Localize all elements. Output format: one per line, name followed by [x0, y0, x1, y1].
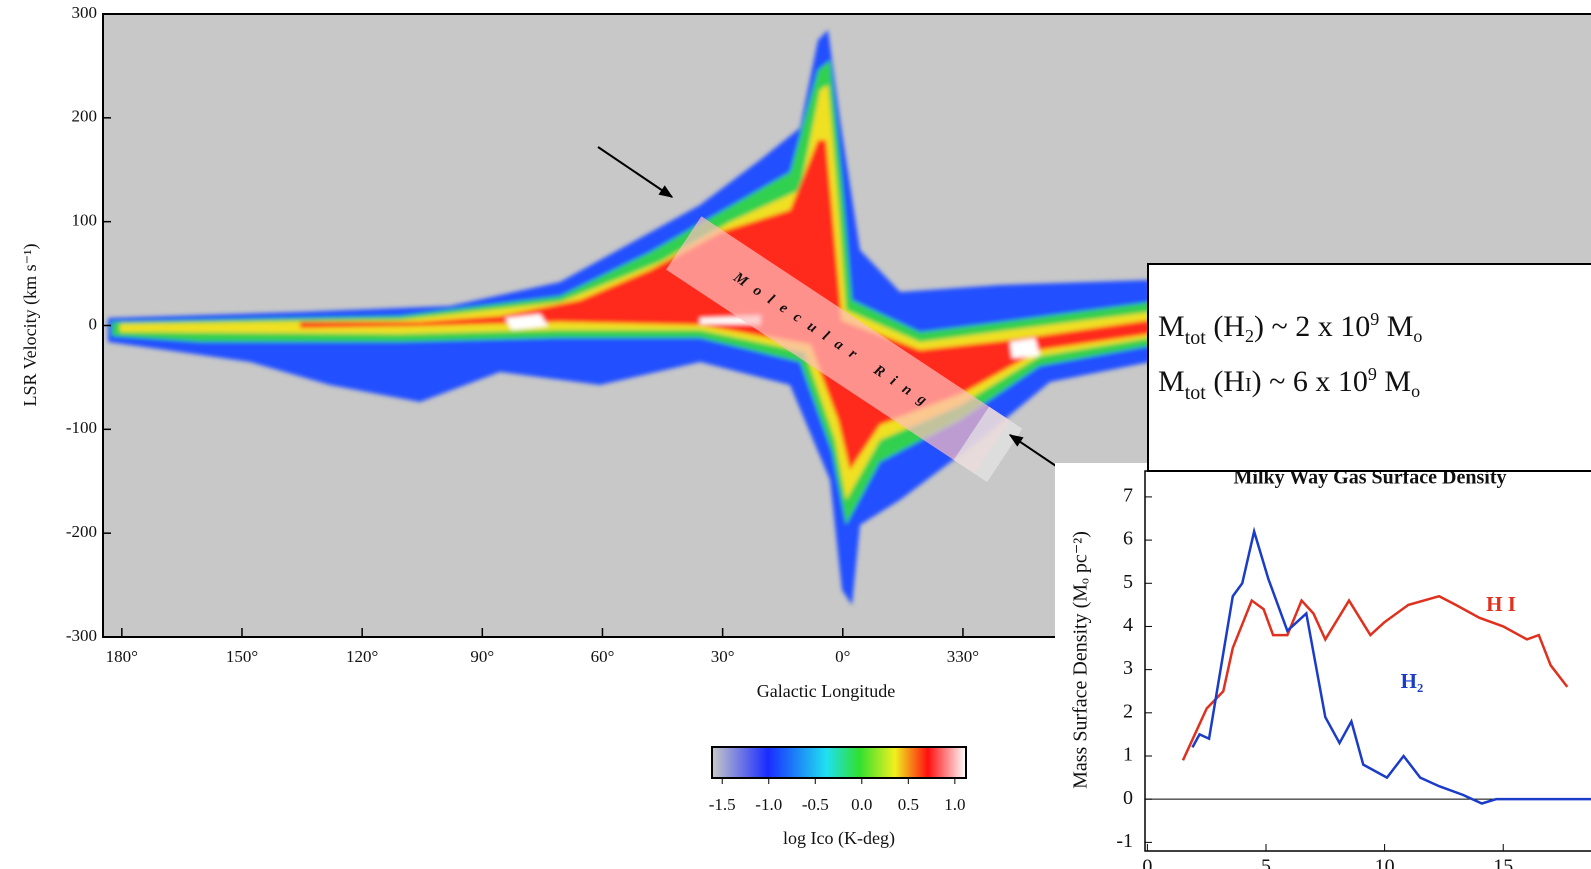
y-axis-label: LSR Velocity (km s⁻¹): [20, 243, 41, 406]
y-tick-label: -300: [66, 626, 97, 645]
colorbar-label: log Ico (K-deg): [783, 828, 895, 849]
mass-line: Mtot (H2) ~ 2 x 109 Mo: [1158, 309, 1422, 349]
ring-band-end: [953, 406, 1023, 483]
colorbar-tick-label: -0.5: [802, 795, 829, 814]
text: (H: [1206, 365, 1245, 398]
x-tick-label: 120°: [346, 647, 378, 666]
arrow: [1008, 434, 1057, 467]
text: ) ~ 2 x 10: [1254, 310, 1370, 343]
y-tick-label: 0: [1123, 787, 1133, 809]
x-tick-label: 0°: [835, 647, 850, 666]
text: tot: [1185, 327, 1207, 349]
y-tick-label: 2: [1123, 700, 1133, 722]
colorbar-tick-label: 0.5: [898, 795, 919, 814]
text: o: [1413, 326, 1422, 346]
x-tick-label: 5: [1261, 856, 1271, 869]
y-tick-label: -100: [66, 418, 97, 437]
text-box: Mtot (H2) ~ 2 x 109 Mo Mtot (HI) ~ 6 x 1…: [1147, 263, 1591, 472]
y-tick-label: 1: [1123, 744, 1133, 766]
text: ) ~ 6 x 10: [1252, 365, 1368, 398]
x-tick-label: 90°: [470, 647, 494, 666]
colorbar-tick-label: -1.0: [755, 795, 782, 814]
series-label: H₂: [1401, 669, 1424, 693]
y-tick-label: -200: [66, 522, 97, 541]
y-tick-label: 3: [1123, 657, 1133, 679]
x-tick-label: 330°: [947, 647, 979, 666]
x-tick-label: 0: [1142, 856, 1152, 869]
x-tick-label: 30°: [711, 647, 735, 666]
ring-band: [666, 216, 1010, 474]
arrow: [597, 146, 674, 198]
colorbar-tick-label: 0.0: [851, 795, 872, 814]
text: tot: [1185, 382, 1207, 404]
text: M: [1377, 365, 1411, 398]
y-tick-label: -1: [1116, 830, 1133, 852]
colorbar: [711, 746, 967, 779]
y-tick-label: 6: [1123, 528, 1133, 550]
inset-chart: Milky Way Gas Surface Density Mass Surfa…: [1055, 463, 1591, 869]
y-tick-label: 200: [72, 107, 98, 126]
text-box-frame: [1147, 263, 1591, 472]
series-line: [1191, 526, 1591, 805]
text: (H: [1206, 310, 1245, 343]
y-tick-label: 5: [1123, 571, 1133, 593]
inset-title: Milky Way Gas Surface Density: [1234, 467, 1507, 489]
text: 2: [1245, 326, 1254, 346]
text: M: [1379, 310, 1413, 343]
y-tick-label: 300: [72, 3, 98, 22]
series-label: H I: [1486, 592, 1516, 616]
colorbar-tick-label: 1.0: [944, 795, 965, 814]
mass-line: Mtot (HI) ~ 6 x 109 Mo: [1158, 364, 1420, 404]
colorbar-tick-label: -1.5: [709, 795, 736, 814]
y-axis-label: Mass Surface Density (Mₒ pc⁻²): [1070, 531, 1092, 789]
x-tick-label: 150°: [226, 647, 258, 666]
series-line: [1181, 594, 1569, 761]
x-tick-label: 15: [1493, 856, 1513, 869]
x-tick-label: 180°: [106, 647, 138, 666]
x-axis-label: Galactic Longitude: [757, 681, 895, 701]
x-tick-label: 10: [1375, 856, 1395, 869]
y-tick-label: 4: [1123, 614, 1133, 636]
inset-background: [1055, 463, 1591, 869]
y-tick-label: 0: [89, 314, 98, 333]
text: M: [1158, 365, 1185, 398]
y-tick-label: 7: [1123, 485, 1133, 507]
text: M: [1158, 310, 1185, 343]
text: 9: [1370, 309, 1379, 329]
y-tick-label: 100: [72, 211, 98, 230]
text: o: [1411, 381, 1420, 401]
x-tick-label: 60°: [591, 647, 615, 666]
text: I: [1245, 374, 1252, 396]
text: 9: [1368, 364, 1377, 384]
